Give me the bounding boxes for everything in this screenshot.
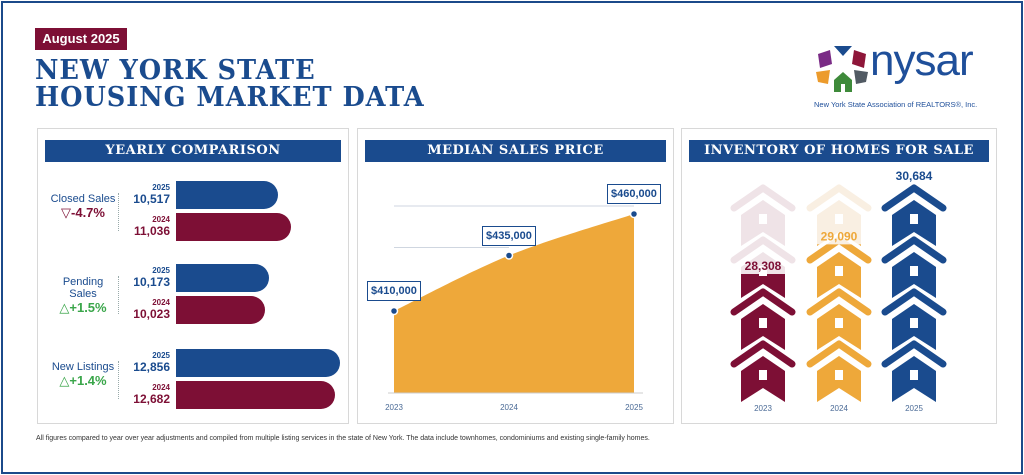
inventory-value-label: 28,308 bbox=[745, 259, 782, 273]
triangle-down-icon: ▽ bbox=[61, 205, 72, 220]
nysar-logo: nysar New York State Association of REAL… bbox=[812, 36, 1002, 115]
bar-2024 bbox=[176, 213, 292, 241]
triangle-up-icon: △ bbox=[59, 373, 70, 388]
house-icon bbox=[806, 340, 872, 402]
year-label: 2025 bbox=[905, 404, 923, 413]
price-label: $410,000 bbox=[367, 281, 421, 301]
median-price-chart: 2023 2024 2025 bbox=[385, 205, 643, 412]
metric-label-group: Pending Sales △+1.5% bbox=[48, 276, 118, 316]
date-badge: August 2025 bbox=[35, 28, 127, 50]
logo-subtitle: New York State Association of REALTORS®,… bbox=[814, 100, 978, 109]
value-label: 10,173 bbox=[133, 275, 170, 289]
bar-2024 bbox=[176, 296, 265, 324]
metric-name: Pending Sales bbox=[62, 276, 104, 300]
value-label: 11,036 bbox=[133, 224, 170, 238]
year-label: 2025 bbox=[152, 351, 170, 360]
logo-wordmark: nysar bbox=[870, 36, 974, 85]
house-icon bbox=[730, 288, 796, 350]
inventory-header: INVENTORY OF HOMES FOR SALE bbox=[689, 140, 989, 162]
inventory-bar-2024 bbox=[806, 244, 872, 402]
year-label: 2025 bbox=[152, 266, 170, 275]
metric-change: ▽-4.7% bbox=[48, 205, 118, 221]
value-label: 12,856 bbox=[133, 360, 170, 374]
year-label: 2025 bbox=[152, 183, 170, 192]
value-label: 10,517 bbox=[133, 192, 170, 206]
x-tick-label: 2024 bbox=[500, 403, 518, 412]
bar-2025 bbox=[176, 349, 340, 377]
price-label: $435,000 bbox=[482, 225, 536, 246]
median-sales-price-panel: MEDIAN SALES PRICE 2023 2024 2025 $410,000… bbox=[357, 128, 674, 424]
change-value: +1.4% bbox=[69, 373, 107, 388]
inventory-chart: 28,308 2023 29,090 2024 30,684 2025 bbox=[730, 169, 947, 413]
inventory-panel: INVENTORY OF HOMES FOR SALE 28,308 2023 29… bbox=[681, 128, 997, 424]
data-point bbox=[629, 209, 639, 219]
divider bbox=[118, 361, 119, 399]
yearly-comparison-header: YEARLY COMPARISON bbox=[45, 140, 341, 162]
house-icon bbox=[881, 288, 947, 350]
page-title-line2: HOUSING MARKET DATA bbox=[35, 82, 425, 113]
change-value: +1.5% bbox=[69, 300, 107, 315]
house-icon bbox=[881, 340, 947, 402]
footnote: All figures compared to year over year a… bbox=[36, 435, 650, 442]
house-icon bbox=[806, 288, 872, 350]
price-area bbox=[394, 214, 634, 393]
data-point bbox=[389, 306, 399, 316]
median-sales-price-header: MEDIAN SALES PRICE bbox=[365, 140, 666, 162]
metric-change: △+1.4% bbox=[48, 373, 118, 389]
metric-change: △+1.5% bbox=[48, 300, 118, 316]
metric-label-group: Closed Sales ▽-4.7% bbox=[48, 193, 118, 221]
x-tick-label: 2023 bbox=[385, 403, 403, 412]
yearly-comparison-panel: YEARLY COMPARISON Closed Sales ▽-4.7% 2025… bbox=[37, 128, 349, 424]
data-point bbox=[504, 251, 514, 260]
bar-2025 bbox=[176, 264, 269, 292]
inventory-bar-2025 bbox=[881, 184, 947, 402]
bar-2024 bbox=[176, 381, 336, 409]
bar-2025 bbox=[176, 181, 278, 209]
price-label: $460,000 bbox=[607, 184, 661, 204]
metric-name: New Listings bbox=[51, 361, 115, 373]
year-label: 2024 bbox=[152, 383, 170, 392]
house-icon bbox=[881, 236, 947, 298]
metric-name: Closed Sales bbox=[50, 193, 116, 205]
x-tick-label: 2025 bbox=[625, 403, 643, 412]
nysar-logo-mark-icon bbox=[816, 46, 868, 92]
value-label: 12,682 bbox=[133, 392, 170, 406]
divider bbox=[118, 193, 119, 231]
house-icon bbox=[806, 184, 872, 246]
inventory-value-label: 30,684 bbox=[896, 169, 933, 183]
house-icon bbox=[730, 340, 796, 402]
triangle-up-icon: △ bbox=[59, 300, 70, 315]
house-icon bbox=[881, 184, 947, 246]
metric-label-group: New Listings △+1.4% bbox=[48, 361, 118, 389]
year-label: 2024 bbox=[152, 215, 170, 224]
value-label: 10,023 bbox=[133, 307, 170, 321]
year-label: 2023 bbox=[754, 404, 772, 413]
change-value: -4.7% bbox=[71, 205, 105, 220]
house-icon bbox=[730, 184, 796, 246]
divider bbox=[118, 276, 119, 314]
year-label: 2024 bbox=[830, 404, 848, 413]
inventory-value-label: 29,090 bbox=[821, 229, 858, 243]
house-icon bbox=[741, 274, 785, 298]
year-label: 2024 bbox=[152, 298, 170, 307]
page-title-line1: NEW YORK STATE bbox=[35, 55, 316, 86]
house-icon bbox=[806, 244, 872, 298]
inventory-bar-2023 bbox=[730, 274, 796, 402]
